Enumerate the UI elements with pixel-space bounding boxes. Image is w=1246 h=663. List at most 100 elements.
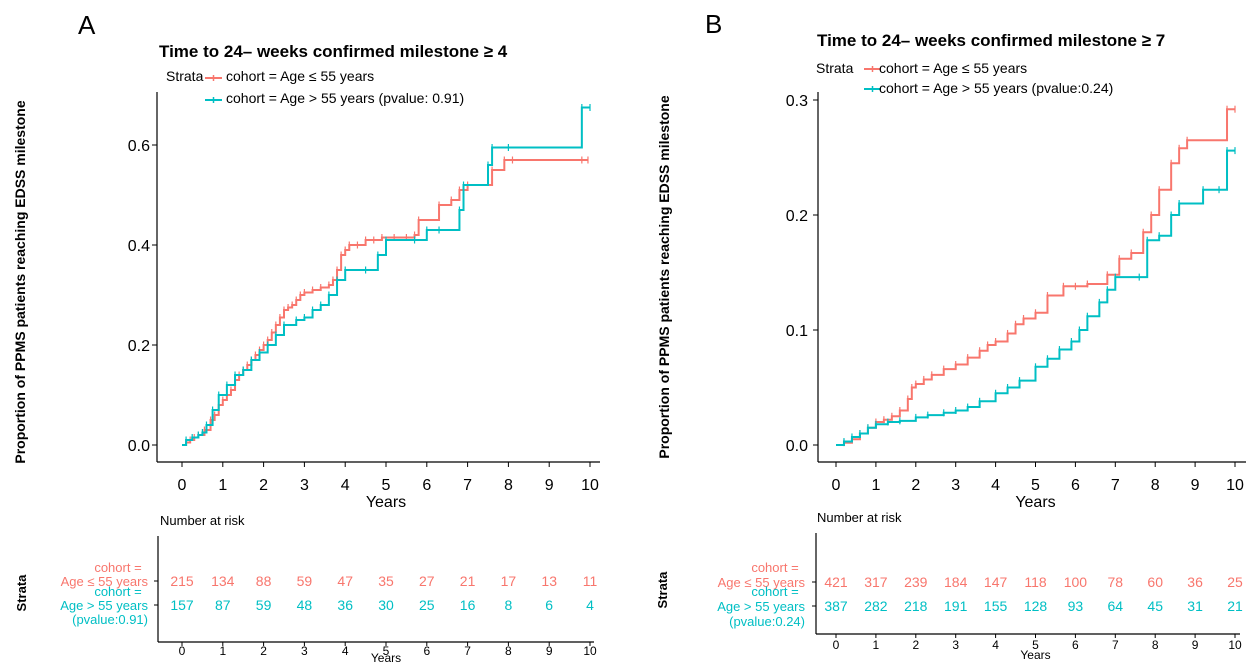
risk-value: 387 (824, 598, 848, 614)
risk-x-tick-label: 10 (1228, 638, 1242, 652)
risk-value: 30 (378, 597, 394, 613)
risk-x-tick-label: 1 (873, 638, 880, 652)
risk-x-tick-label: 5 (1032, 638, 1039, 652)
x-tick-label: 10 (1226, 477, 1244, 494)
risk-x-tick-label: 5 (383, 644, 390, 658)
chart-title: Time to 24– weeks confirmed milestone ≥ … (159, 42, 508, 61)
risk-row-label: (pvalue:0.91) (72, 612, 148, 627)
risk-value: 6 (545, 597, 553, 613)
risk-value: 118 (1024, 574, 1047, 590)
risk-x-tick-label: 3 (301, 644, 308, 658)
risk-x-tick-label: 7 (1112, 638, 1119, 652)
legend-entry: cohort = Age > 55 years (pvalue:0.24) (879, 80, 1113, 96)
x-tick-label: 7 (463, 477, 472, 494)
risk-value: 88 (256, 573, 272, 589)
risk-value: 147 (984, 574, 1008, 590)
risk-x-tick-label: 2 (912, 638, 919, 652)
risk-value: 218 (904, 598, 928, 614)
risk-value: 13 (541, 573, 557, 589)
risk-x-axis-title: Years (371, 651, 401, 663)
x-axis-title: Years (366, 494, 406, 511)
risk-value: 35 (378, 573, 394, 589)
y-tick-label: 0.2 (128, 338, 150, 355)
risk-value: 93 (1068, 598, 1084, 614)
y-tick-label: 0.4 (128, 238, 150, 255)
risk-strata-title: Strata (14, 574, 29, 612)
y-tick-label: 0.0 (786, 438, 808, 455)
x-tick-label: 4 (991, 477, 1000, 494)
legend-entry: cohort = Age ≤ 55 years (226, 68, 374, 84)
legend-strata-label: Strata (816, 60, 854, 76)
series-line-1 (182, 159, 588, 446)
risk-value: 27 (419, 573, 435, 589)
risk-x-tick-label: 6 (1072, 638, 1079, 652)
risk-row-label: cohort = (751, 584, 798, 599)
series-line-1 (836, 108, 1235, 446)
risk-strata-title: Strata (655, 571, 670, 609)
legend-strata-label: Strata (166, 68, 204, 84)
panel-letter: B (705, 9, 722, 39)
risk-value: 78 (1108, 574, 1124, 590)
risk-value: 4 (586, 597, 594, 613)
risk-x-tick-label: 6 (423, 644, 430, 658)
risk-value: 36 (337, 597, 353, 613)
y-tick-label: 0.6 (128, 138, 150, 155)
risk-value: 191 (944, 598, 968, 614)
risk-x-tick-label: 4 (992, 638, 999, 652)
risk-value: 48 (297, 597, 313, 613)
risk-x-tick-label: 1 (219, 644, 226, 658)
risk-x-tick-label: 9 (1192, 638, 1199, 652)
risk-x-tick-label: 0 (179, 644, 186, 658)
y-tick-label: 0.2 (786, 208, 808, 225)
risk-value: 64 (1108, 598, 1124, 614)
risk-value: 25 (1227, 574, 1243, 590)
risk-value: 134 (211, 573, 235, 589)
risk-row-label: cohort = (94, 584, 141, 599)
risk-value: 21 (1227, 598, 1243, 614)
x-tick-label: 9 (1191, 477, 1200, 494)
panel-letter: A (78, 10, 96, 40)
panel-b: B Time to 24– weeks confirmed milestone ≥… (655, 9, 1246, 662)
risk-value: 21 (460, 573, 476, 589)
risk-value: 25 (419, 597, 435, 613)
risk-value: 184 (944, 574, 968, 590)
risk-value: 8 (505, 597, 513, 613)
risk-value: 128 (1024, 598, 1048, 614)
risk-value: 17 (501, 573, 517, 589)
x-tick-label: 1 (218, 477, 227, 494)
risk-value: 16 (460, 597, 476, 613)
risk-value: 155 (984, 598, 1008, 614)
risk-x-tick-label: 2 (260, 644, 267, 658)
x-tick-label: 3 (300, 477, 309, 494)
y-tick-label: 0.0 (128, 438, 150, 455)
x-tick-label: 0 (178, 477, 187, 494)
risk-value: 31 (1187, 598, 1203, 614)
x-tick-label: 1 (871, 477, 880, 494)
risk-row-label: Age > 55 years (717, 599, 805, 614)
risk-value: 100 (1064, 574, 1088, 590)
risk-value: 11 (583, 573, 598, 589)
legend-entry: cohort = Age ≤ 55 years (879, 60, 1027, 76)
y-tick-label: 0.1 (786, 323, 808, 340)
x-tick-label: 6 (1071, 477, 1080, 494)
risk-table-title: Number at risk (160, 513, 245, 528)
panel-a: A Time to 24– weeks confirmed milestone ≥… (12, 10, 600, 663)
x-tick-label: 9 (545, 477, 554, 494)
x-tick-label: 10 (581, 477, 599, 494)
risk-x-tick-label: 4 (342, 644, 349, 658)
risk-x-tick-label: 8 (1152, 638, 1159, 652)
chart-title: Time to 24– weeks confirmed milestone ≥ … (817, 31, 1165, 50)
risk-value: 47 (337, 573, 353, 589)
risk-x-tick-label: 9 (546, 644, 553, 658)
y-axis-title: Proportion of PPMS patients reaching EDS… (12, 100, 28, 463)
risk-x-axis-title: Years (1020, 648, 1050, 662)
risk-value: 60 (1147, 574, 1163, 590)
series-line-2 (836, 149, 1235, 446)
x-tick-label: 7 (1111, 477, 1120, 494)
risk-row-label: (pvalue:0.24) (729, 614, 805, 629)
legend-entry: cohort = Age > 55 years (pvalue: 0.91) (226, 90, 464, 106)
x-tick-label: 2 (911, 477, 920, 494)
x-axis-title: Years (1015, 494, 1055, 511)
risk-row-label: cohort = (751, 560, 798, 575)
